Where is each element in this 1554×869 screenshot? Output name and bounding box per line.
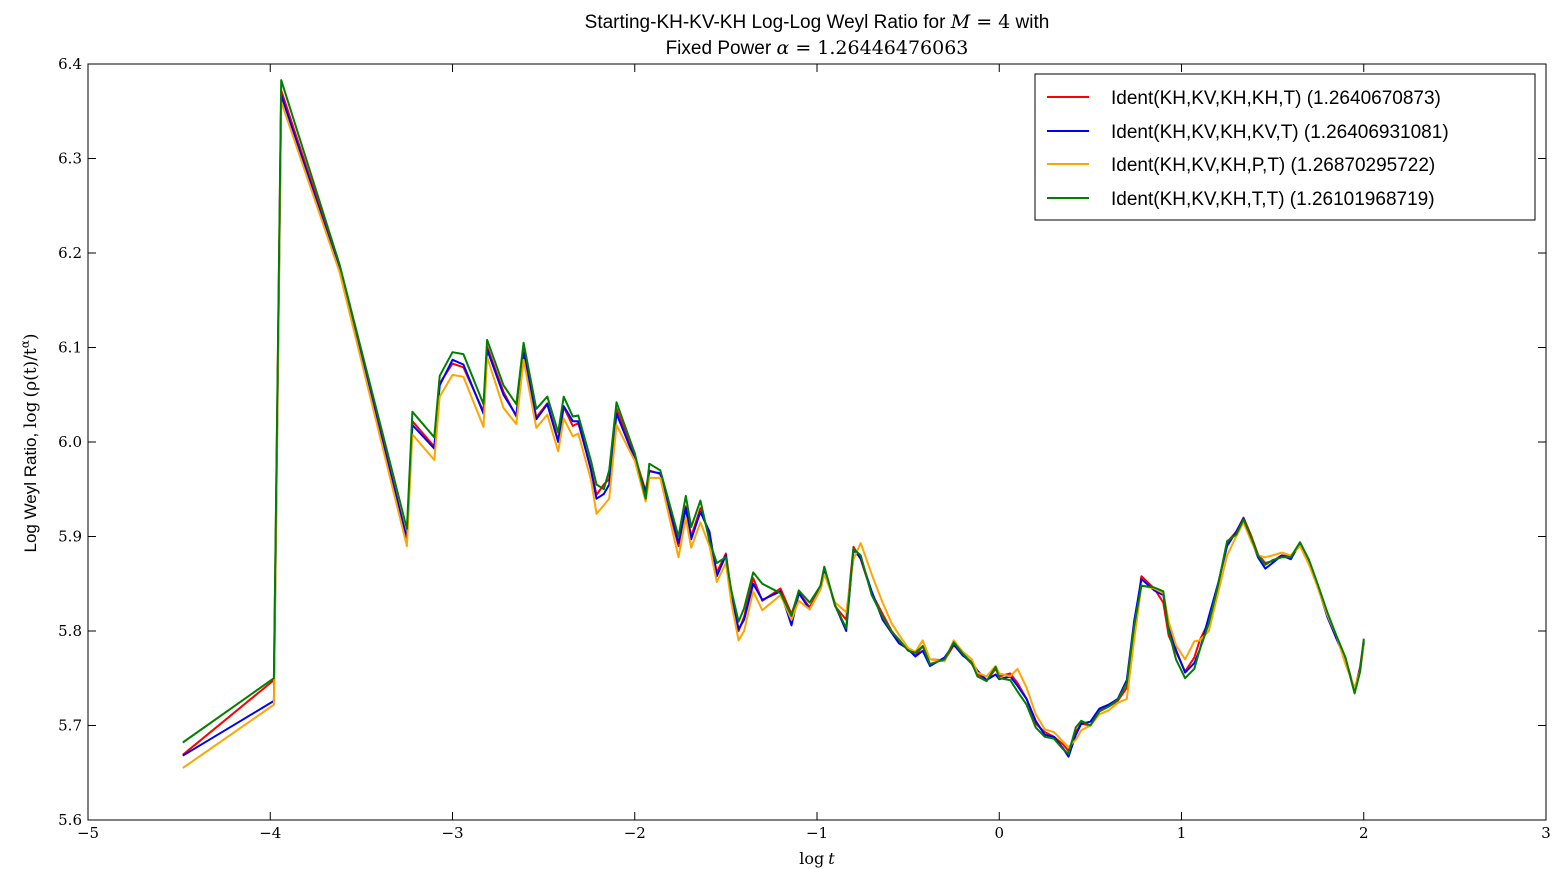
y-tick-label: 6.4 — [58, 55, 82, 73]
y-axis-label: Log Weyl Ratio, log(ρ(t)/tα) — [18, 333, 41, 552]
chart-subtitle: Fixed Power α = 1.26446476063 — [666, 37, 969, 59]
legend-label: Ident(KH,KV,KH,T,T) (1.26101968719) — [1111, 189, 1435, 210]
legend-label: Ident(KH,KV,KH,P,T) (1.26870295722) — [1111, 155, 1435, 176]
x-tick-label: 1 — [1177, 824, 1187, 842]
x-tick-label: 0 — [994, 824, 1004, 842]
x-tick-label: −4 — [259, 824, 281, 842]
legend-label: Ident(KH,KV,KH,KV,T) (1.26406931081) — [1111, 122, 1449, 143]
legend-label: Ident(KH,KV,KH,KH,T) (1.2640670873) — [1111, 88, 1441, 109]
axis-ticks: −5 −4 −3 −2 −1 0 1 2 3 5.6 5.7 5.8 5.9 6.0 6.1 6.2 6.3 6.… — [58, 55, 1551, 842]
chart-title: Starting-KH-KV-KH Log-Log Weyl Ratio for… — [585, 11, 1050, 33]
series-lines — [182, 79, 1365, 769]
x-tick-label: −5 — [77, 824, 99, 842]
y-tick-label: 6.0 — [58, 433, 82, 451]
y-tick-label: 5.7 — [58, 717, 82, 735]
y-tick-label: 6.2 — [58, 244, 82, 262]
series-line — [182, 100, 1365, 769]
legend-box — [1034, 73, 1536, 221]
series-line — [182, 79, 1365, 755]
y-tick-label: 5.9 — [58, 528, 82, 546]
x-tick-label: −2 — [624, 824, 646, 842]
x-tick-label: −3 — [441, 824, 463, 842]
legend: Ident(KH,KV,KH,KH,T) (1.2640670873) Iden… — [1034, 73, 1536, 221]
x-tick-label: 2 — [1359, 824, 1369, 842]
y-tick-label: 5.8 — [58, 622, 82, 640]
y-tick-label: 6.1 — [58, 339, 82, 357]
x-tick-label: 3 — [1541, 824, 1551, 842]
x-tick-label: −1 — [806, 824, 828, 842]
plot-frame — [87, 63, 1547, 821]
y-tick-label: 6.3 — [58, 150, 82, 168]
x-axis-label: log t — [799, 849, 835, 868]
y-tick-label: 5.6 — [58, 811, 82, 829]
